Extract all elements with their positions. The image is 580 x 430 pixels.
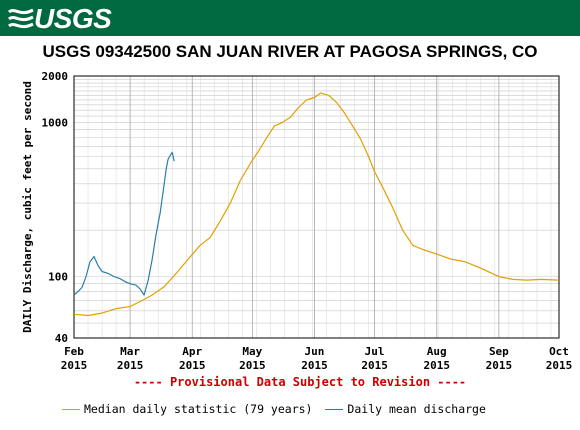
plot-frame bbox=[73, 75, 560, 339]
x-tick-label-year: 2015 bbox=[546, 359, 573, 372]
provisional-notice: ---- Provisional Data Subject to Revisio… bbox=[133, 375, 467, 389]
chart-title: USGS 09342500 SAN JUAN RIVER AT PAGOSA S… bbox=[42, 42, 538, 61]
legend-label-median: Median daily statistic (79 years) bbox=[84, 402, 313, 416]
legend-label-daily-mean: Daily mean discharge bbox=[347, 402, 486, 416]
x-tick-label-year: 2015 bbox=[61, 359, 88, 372]
x-tick-label-month: Apr bbox=[182, 345, 202, 358]
x-tick-label-year: 2015 bbox=[179, 359, 206, 372]
y-tick-label: 2000 bbox=[42, 70, 69, 83]
series-line-median bbox=[73, 92, 560, 317]
legend-swatch-median bbox=[62, 409, 80, 410]
y-tick-label: 40 bbox=[55, 332, 68, 345]
x-tick-label-month: Jun bbox=[305, 345, 325, 358]
x-tick-label-year: 2015 bbox=[486, 359, 513, 372]
legend: Median daily statistic (79 years) Daily … bbox=[62, 402, 492, 416]
y-axis-title: DAILY Discharge, cubic feet per second bbox=[21, 81, 34, 333]
x-tick-label-month: Sep bbox=[489, 345, 509, 358]
x-tick-labels: Feb2015Mar2015Apr2015May2015Jun2015Jul20… bbox=[61, 345, 573, 372]
x-tick-label-year: 2015 bbox=[361, 359, 388, 372]
x-tick-label-month: Oct bbox=[549, 345, 569, 358]
usgs-logo-text: USGS bbox=[34, 3, 112, 34]
legend-item-median: Median daily statistic (79 years) bbox=[62, 402, 312, 416]
x-tick-label-year: 2015 bbox=[117, 359, 144, 372]
y-tick-label: 1000 bbox=[42, 116, 69, 129]
x-tick-label-month: Jul bbox=[365, 345, 385, 358]
x-tick-label-year: 2015 bbox=[301, 359, 328, 372]
legend-swatch-daily-mean bbox=[325, 409, 344, 410]
x-tick-label-month: Feb bbox=[64, 345, 84, 358]
y-tick-label: 100 bbox=[48, 271, 68, 284]
x-tick-label-month: Aug bbox=[427, 345, 447, 358]
x-tick-label-month: Mar bbox=[120, 345, 140, 358]
x-tick-label-month: May bbox=[242, 345, 262, 358]
x-tick-label-year: 2015 bbox=[239, 359, 266, 372]
y-tick-labels: 40 100 1000 2000 bbox=[42, 70, 69, 345]
series-layer bbox=[73, 92, 560, 317]
usgs-logo-icon bbox=[8, 8, 34, 29]
x-tick-label-year: 2015 bbox=[423, 359, 450, 372]
usgs-banner: USGS bbox=[0, 0, 580, 36]
legend-item-daily-mean: Daily mean discharge bbox=[325, 402, 486, 416]
grid-layer bbox=[73, 75, 560, 339]
series-line-daily-mean bbox=[73, 151, 175, 296]
